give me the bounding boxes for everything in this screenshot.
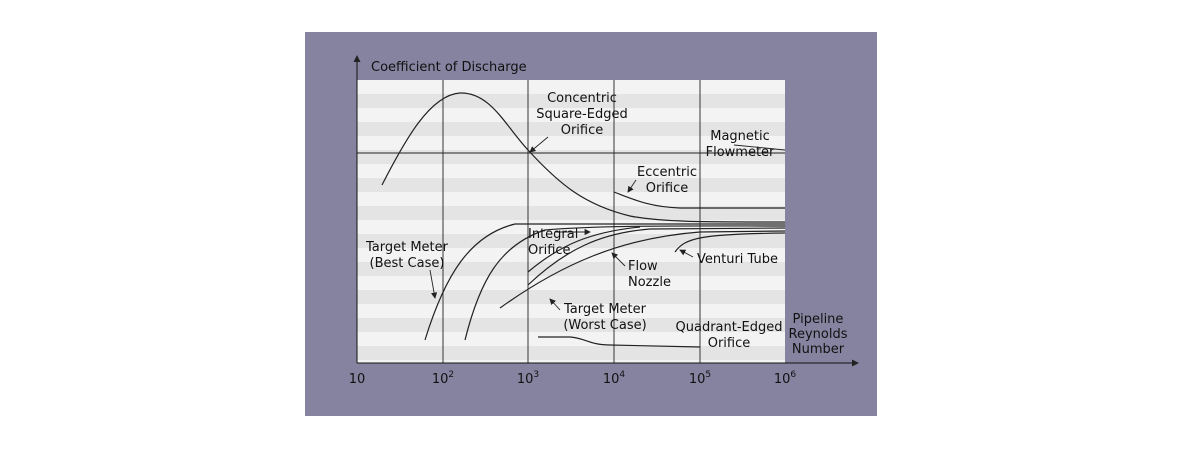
stripe — [357, 192, 785, 206]
x-axis-title-line: Pipeline — [793, 312, 844, 327]
tick-base: 10 — [349, 372, 366, 387]
annotations: Concentric Square-Edged Orifice Magnetic Flo… — [365, 91, 848, 357]
integral-label-line: Integral — [528, 227, 578, 242]
stripe — [357, 304, 785, 318]
x-tick-label: 104 — [603, 370, 626, 387]
tick-exponent: 5 — [705, 370, 711, 380]
tick-exponent: 6 — [790, 370, 796, 380]
eccentric-label-line: Orifice — [646, 181, 689, 196]
plot-background — [357, 80, 785, 363]
tick-base: 10 — [603, 372, 620, 387]
tick-exponent: 2 — [448, 370, 454, 380]
eccentric-label-line: Eccentric — [637, 165, 697, 180]
tick-base: 10 — [689, 372, 706, 387]
x-tick-label: 105 — [689, 370, 711, 387]
stripe — [357, 248, 785, 262]
flow-nozzle-label-line: Nozzle — [628, 275, 671, 290]
leaders — [429, 136, 786, 311]
stripe — [357, 318, 785, 332]
tick-base: 10 — [774, 372, 791, 387]
stripe — [357, 178, 785, 192]
stripe — [357, 136, 785, 150]
integral-label: Integral Orifice — [528, 227, 578, 258]
tick-exponent: 3 — [533, 370, 539, 380]
stripe — [357, 346, 785, 360]
quadrant-label: Quadrant-Edged Orifice — [676, 320, 783, 351]
magnetic-label: Magnetic Flowmeter — [706, 129, 775, 160]
stripe — [357, 360, 785, 363]
magnetic-label-line: Magnetic — [710, 129, 770, 144]
x-axis-title-line: Number — [792, 342, 845, 357]
flow-nozzle-label-line: Flow — [628, 259, 658, 274]
tick-exponent: 4 — [619, 370, 625, 380]
flow-nozzle-label: Flow Nozzle — [628, 259, 671, 290]
target-worst-label: Target Meter (Worst Case) — [563, 302, 647, 333]
eccentric-label: Eccentric Orifice — [637, 165, 697, 196]
x-tick-label: 106 — [774, 370, 797, 387]
y-axis-title: Coefficient of Discharge — [371, 60, 527, 75]
venturi-label: Venturi Tube — [697, 252, 778, 267]
stripe — [357, 80, 785, 94]
tick-base: 10 — [517, 372, 534, 387]
stripe — [357, 94, 785, 108]
stripe — [357, 332, 785, 346]
x-axis-title: Pipeline Reynolds Number — [789, 312, 848, 357]
venturi-label-line: Venturi Tube — [697, 252, 778, 267]
stripe — [357, 108, 785, 122]
concentric-label-line: Orifice — [561, 123, 604, 138]
concentric-label-line: Square-Edged — [536, 107, 627, 122]
integral-label-line: Orifice — [528, 243, 571, 258]
stripe — [357, 234, 785, 248]
target-best-label-line: (Best Case) — [370, 256, 445, 271]
stripe — [357, 150, 785, 164]
stripe — [357, 164, 785, 178]
x-tick-labels: 10 102 103 104 105 106 — [349, 370, 797, 387]
axes — [353, 55, 859, 367]
tick-base: 10 — [432, 372, 449, 387]
target-worst-label-line: (Worst Case) — [563, 318, 646, 333]
stripe — [357, 122, 785, 136]
curves — [381, 92, 786, 348]
x-tick-label: 10 — [349, 372, 366, 387]
concentric-label-line: Concentric — [547, 91, 617, 106]
target-best-label: Target Meter (Best Case) — [365, 240, 449, 271]
stripe — [357, 276, 785, 290]
x-tick-label: 102 — [432, 370, 454, 387]
target-best-label-line: Target Meter — [365, 240, 449, 255]
concentric-label: Concentric Square-Edged Orifice — [536, 91, 627, 138]
quadrant-label-line: Quadrant-Edged — [676, 320, 783, 335]
magnetic-label-line: Flowmeter — [706, 145, 775, 160]
stripe — [357, 206, 785, 220]
x-tick-label: 103 — [517, 370, 539, 387]
stripe — [357, 290, 785, 304]
stripe — [357, 262, 785, 276]
x-axis-title-line: Reynolds — [789, 327, 848, 342]
quadrant-label-line: Orifice — [708, 336, 751, 351]
target-worst-label-line: Target Meter — [563, 302, 647, 317]
